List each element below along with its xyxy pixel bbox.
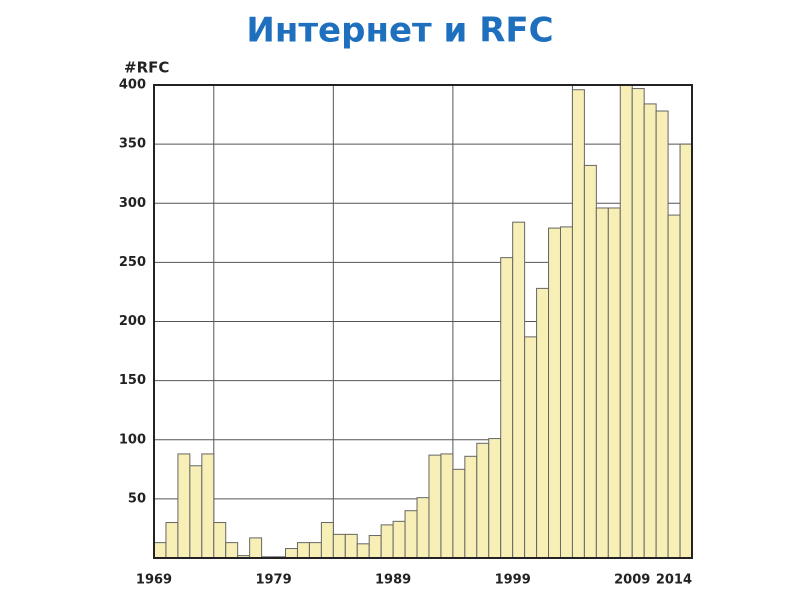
bar: [631, 88, 645, 559]
y-tick-label: 400: [119, 78, 146, 93]
bar: [571, 89, 585, 559]
chart-title: Интернет и RFC: [246, 11, 553, 51]
bar: [296, 542, 310, 559]
x-tick-label: 1979: [255, 573, 291, 588]
plot-frame: [153, 84, 693, 559]
bar: [189, 465, 203, 559]
bar: [404, 510, 418, 559]
bar: [476, 442, 490, 559]
bar: [344, 533, 358, 559]
x-tick-label: 2009: [614, 573, 650, 588]
bar: [464, 455, 478, 559]
bar: [285, 548, 298, 559]
bar: [679, 143, 693, 559]
bar: [332, 533, 346, 559]
bar: [368, 535, 382, 559]
bar: [655, 110, 669, 559]
y-tick-label: 150: [119, 373, 146, 388]
bar: [356, 543, 370, 559]
y-axis-label: #RFC: [124, 59, 169, 77]
bar: [308, 542, 322, 559]
bar: [392, 520, 406, 559]
bar: [177, 453, 191, 559]
bar: [452, 468, 466, 559]
bar: [559, 226, 573, 559]
bar: [643, 103, 657, 559]
bar: [428, 454, 442, 559]
bar: [619, 84, 633, 559]
y-tick-label: 50: [128, 491, 146, 506]
bar: [440, 453, 454, 559]
bar: [524, 336, 538, 559]
bar: [380, 524, 394, 559]
y-tick-label: 100: [119, 432, 146, 447]
bar: [500, 257, 514, 559]
bar: [488, 438, 502, 559]
bar: [607, 207, 621, 559]
bar: [595, 207, 609, 559]
bar: [201, 453, 215, 559]
y-tick-label: 300: [119, 196, 146, 211]
y-tick-label: 200: [119, 314, 146, 329]
bar: [536, 287, 550, 559]
x-tick-label: 2014: [656, 573, 692, 588]
y-tick-label: 250: [119, 255, 146, 270]
bar: [165, 522, 179, 559]
bar: [153, 542, 167, 559]
bar: [320, 522, 334, 559]
y-tick-label: 350: [119, 137, 146, 152]
bar: [667, 214, 681, 559]
bar: [213, 522, 227, 559]
bar: [416, 497, 430, 559]
bar: [548, 227, 561, 559]
x-tick-label: 1969: [136, 573, 172, 588]
bar: [512, 221, 526, 559]
bar: [583, 164, 597, 559]
bar: [225, 542, 239, 559]
x-tick-label: 1999: [495, 573, 531, 588]
bar: [249, 537, 263, 559]
x-tick-label: 1989: [375, 573, 411, 588]
